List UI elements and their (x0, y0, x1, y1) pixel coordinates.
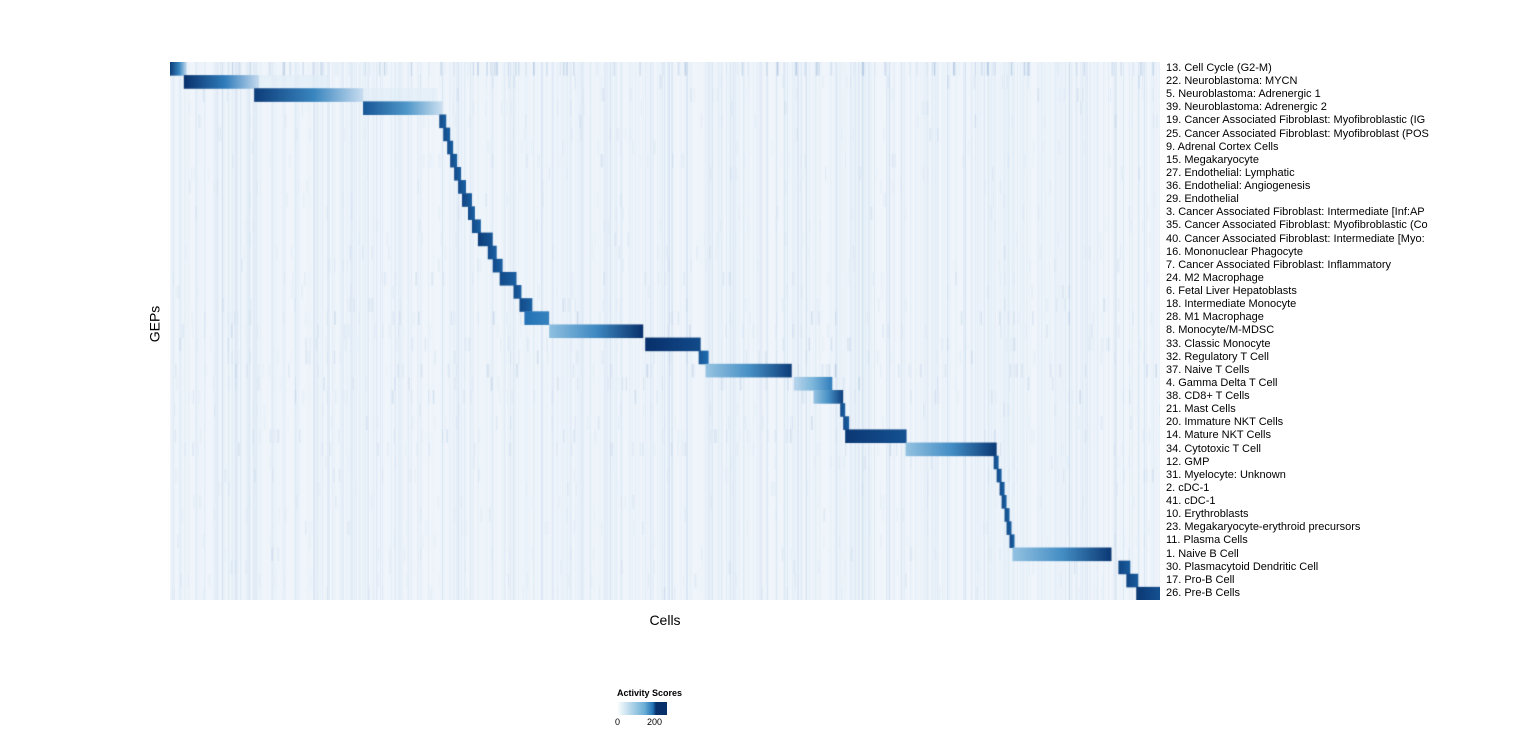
row-label: 23. Megakaryocyte-erythroid precursors (1166, 521, 1361, 534)
row-label: 7. Cancer Associated Fibroblast: Inflamm… (1166, 258, 1391, 271)
row-label: 27. Endothelial: Lymphatic (1166, 166, 1295, 179)
row-label: 5. Neuroblastoma: Adrenergic 1 (1166, 88, 1321, 101)
row-label: 40. Cancer Associated Fibroblast: Interm… (1166, 232, 1425, 245)
row-label: 34. Cytotoxic T Cell (1166, 442, 1261, 455)
legend-title: Activity Scores (617, 688, 683, 698)
row-label: 3. Cancer Associated Fibroblast: Interme… (1166, 206, 1425, 219)
row-label: 9. Adrenal Cortex Cells (1166, 140, 1279, 153)
row-label: 2. cDC-1 (1166, 481, 1210, 494)
row-label: 6. Fetal Liver Hepatoblasts (1166, 285, 1297, 298)
row-label: 41. cDC-1 (1166, 495, 1216, 508)
row-label: 16. Mononuclear Phagocyte (1166, 245, 1303, 258)
legend-ticks: 0 200 (615, 717, 667, 728)
legend-tick-min: 0 (615, 717, 621, 727)
row-label: 14. Mature NKT Cells (1166, 429, 1271, 442)
row-label: 18. Intermediate Monocyte (1166, 298, 1297, 311)
row-label: 17. Pro-B Cell (1166, 573, 1235, 586)
row-label: 22. Neuroblastoma: MYCN (1166, 75, 1298, 88)
y-axis-label: GEPs (146, 305, 163, 343)
row-label: 33. Classic Monocyte (1166, 337, 1271, 350)
x-axis-label: Cells (649, 612, 681, 628)
row-label: 20. Immature NKT Cells (1166, 416, 1284, 429)
row-label: 30. Plasmacytoid Dendritic Cell (1166, 560, 1319, 573)
row-label: 15. Megakaryocyte (1166, 153, 1259, 166)
row-label: 10. Erythroblasts (1166, 508, 1249, 521)
row-label: 21. Mast Cells (1166, 403, 1236, 416)
row-label: 12. GMP (1166, 455, 1210, 468)
heatmap-canvas (170, 62, 1160, 600)
row-label: 35. Cancer Associated Fibroblast: Myofib… (1166, 219, 1428, 232)
row-label: 1. Naive B Cell (1166, 547, 1239, 560)
row-label: 26. Pre-B Cells (1166, 586, 1240, 599)
row-label: 11. Plasma Cells (1166, 534, 1248, 547)
row-label: 36. Endothelial: Angiogenesis (1166, 180, 1311, 193)
legend: Activity Scores 0 200 (615, 688, 737, 728)
legend-tick-max: 200 (647, 717, 663, 727)
row-label: 24. M2 Macrophage (1166, 271, 1264, 284)
row-label: 37. Naive T Cells (1166, 363, 1250, 376)
row-label: 32. Regulatory T Cell (1166, 350, 1269, 363)
row-label: 39. Neuroblastoma: Adrenergic 2 (1166, 101, 1327, 114)
row-label: 8. Monocyte/M-MDSC (1166, 324, 1275, 337)
row-label: 29. Endothelial (1166, 193, 1239, 206)
row-label: 4. Gamma Delta T Cell (1166, 376, 1278, 389)
row-label: 38. CD8+ T Cells (1166, 390, 1250, 403)
row-labels: 13. Cell Cycle (G2-M) 22. Neuroblastoma: … (1166, 62, 1540, 607)
row-label: 31. Myelocyte: Unknown (1166, 468, 1286, 481)
row-label: 19. Cancer Associated Fibroblast: Myofib… (1166, 114, 1426, 127)
row-label: 25. Cancer Associated Fibroblast: Myofib… (1166, 127, 1429, 140)
row-label: 13. Cell Cycle (G2-M) (1166, 62, 1272, 74)
row-label: 28. M1 Macrophage (1166, 311, 1264, 324)
legend-gradient-bar (617, 702, 667, 715)
